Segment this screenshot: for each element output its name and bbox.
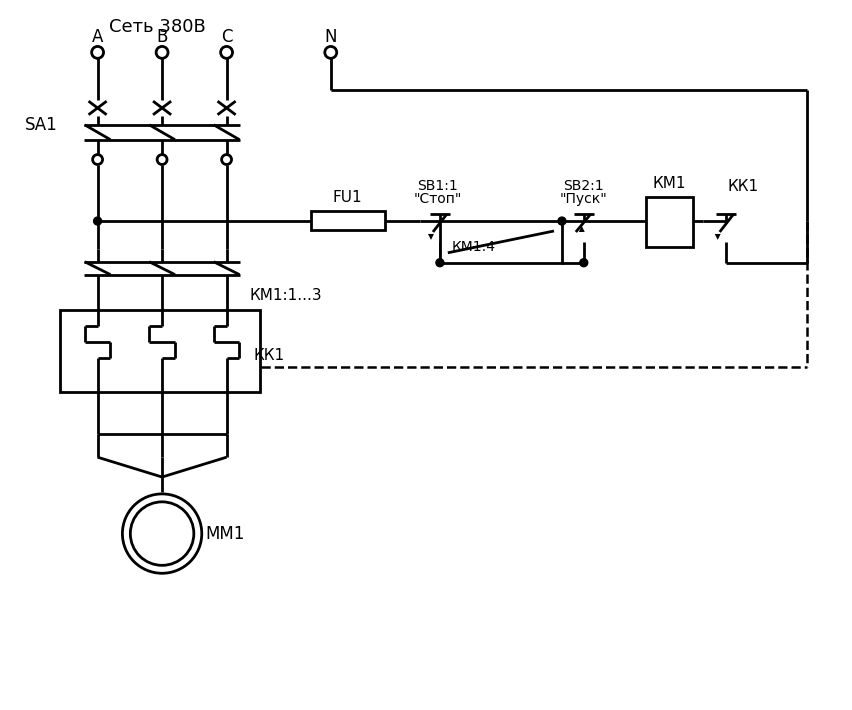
Text: "Стоп": "Стоп" [413,192,462,206]
Polygon shape [714,234,720,240]
Text: КМ1:1...3: КМ1:1...3 [249,288,322,303]
Text: SA1: SA1 [26,116,58,133]
Polygon shape [428,234,434,240]
Text: FU1: FU1 [332,190,362,204]
Bar [60,310,260,392]
Circle shape [435,258,443,267]
Text: КК1: КК1 [253,347,285,363]
Circle shape [94,217,101,225]
Text: ММ1: ММ1 [205,525,245,542]
Text: C: C [221,28,232,45]
Bar [646,197,692,247]
Text: КМ1:4: КМ1:4 [452,240,495,254]
Circle shape [557,217,565,225]
Circle shape [579,258,587,267]
Text: Сеть 380В: Сеть 380В [108,18,205,36]
Bar [440,221,561,263]
Bar [310,211,385,230]
Text: A: A [92,28,103,45]
Text: "Пуск": "Пуск" [559,192,607,206]
Text: B: B [156,28,168,45]
Text: КК1: КК1 [727,179,758,194]
Text: КМ1: КМ1 [652,176,685,191]
Text: SB2:1: SB2:1 [563,180,603,193]
Polygon shape [579,226,584,232]
Text: N: N [324,28,337,45]
Text: SB1:1: SB1:1 [417,180,458,193]
